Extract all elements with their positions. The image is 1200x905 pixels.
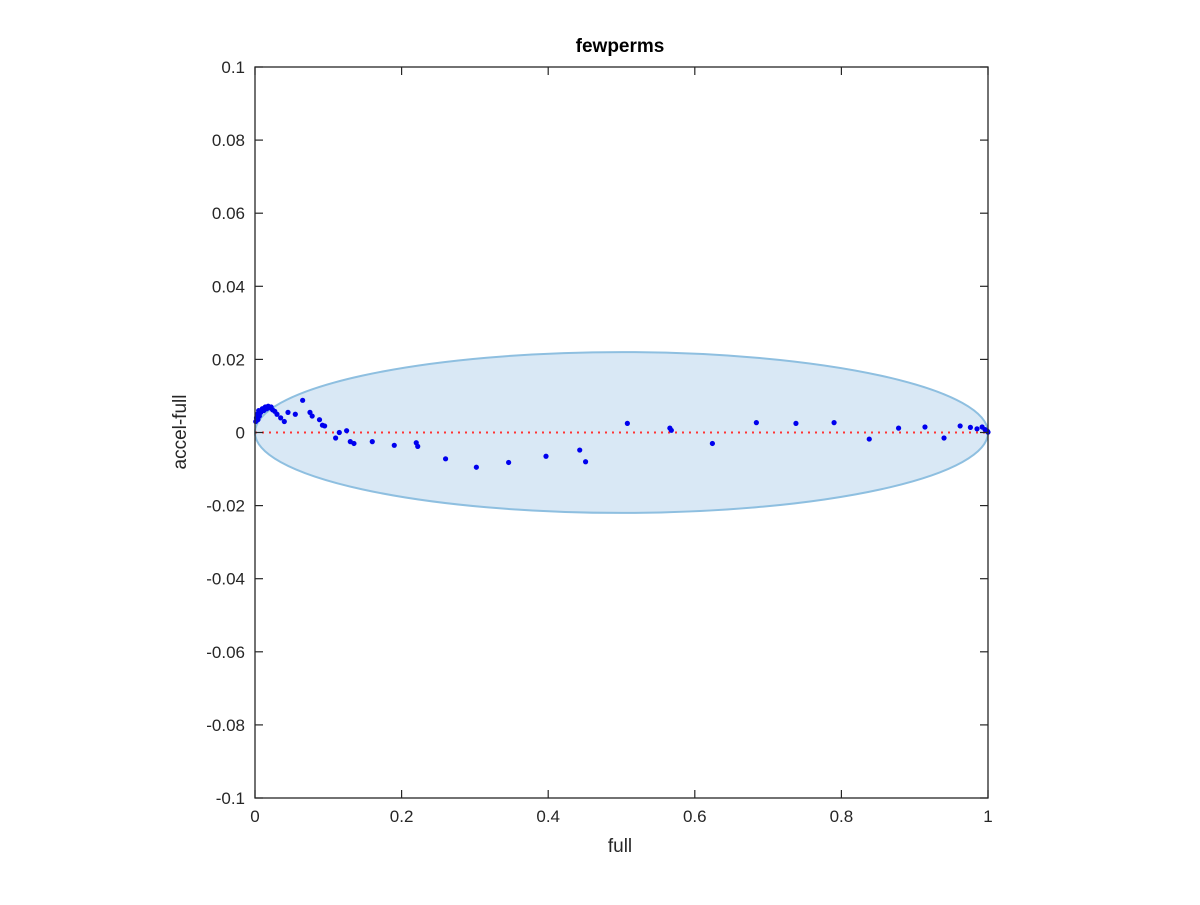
- y-tick-label: 0.1: [221, 58, 245, 77]
- points-layer: [253, 397, 991, 470]
- data-point: [442, 456, 449, 462]
- data-point: [957, 423, 963, 429]
- data-point: [753, 420, 759, 426]
- data-point: [391, 442, 397, 448]
- data-point: [322, 423, 328, 429]
- y-tick-label: 0.06: [212, 204, 245, 223]
- y-tick-label: 0.08: [212, 131, 245, 150]
- y-tick-label: -0.04: [206, 570, 245, 589]
- x-axis-label: full: [608, 836, 632, 857]
- y-tick-label: -0.06: [206, 643, 245, 662]
- data-point: [292, 411, 298, 417]
- data-point: [866, 436, 872, 442]
- data-point: [793, 420, 799, 426]
- data-point: [922, 424, 928, 430]
- data-point: [415, 443, 421, 449]
- data-point: [624, 420, 630, 426]
- data-point: [351, 440, 357, 447]
- data-point: [300, 397, 306, 403]
- data-point: [281, 418, 287, 425]
- x-tick-label: 0.6: [683, 807, 707, 826]
- data-point: [285, 409, 291, 415]
- data-point: [831, 420, 837, 426]
- y-tick-label: 0.04: [212, 277, 245, 296]
- data-point: [473, 464, 479, 470]
- data-point: [278, 415, 284, 421]
- data-point: [941, 435, 947, 441]
- x-tick-label: 0.2: [390, 807, 414, 826]
- ticks-layer: 0 0.2 0.4 0.6 0.8 1 0.1 0.08 0.06 0.04 0.02 0 -0.02 -…: [206, 58, 992, 826]
- chart-title: fewperms: [576, 36, 665, 57]
- data-point: [333, 435, 339, 441]
- y-tick-label: 0: [236, 424, 245, 443]
- data-point: [506, 459, 512, 466]
- data-point: [582, 459, 589, 465]
- data-point: [543, 453, 549, 459]
- data-point: [895, 425, 902, 431]
- x-tick-label: 0.4: [536, 807, 560, 826]
- data-point: [309, 413, 315, 419]
- y-tick-label: -0.1: [216, 789, 245, 808]
- data-point: [274, 411, 280, 417]
- data-point: [369, 439, 375, 445]
- data-point: [967, 424, 974, 430]
- data-point: [316, 417, 323, 423]
- data-point: [668, 427, 674, 433]
- data-point: [577, 447, 583, 453]
- y-tick-label: -0.08: [206, 716, 245, 735]
- data-point: [709, 440, 715, 447]
- y-tick-label: 0.02: [212, 350, 245, 369]
- x-tick-label: 0: [250, 807, 259, 826]
- data-point: [344, 428, 350, 434]
- y-tick-label: -0.02: [206, 497, 245, 516]
- data-point: [974, 426, 980, 432]
- data-point: [336, 429, 342, 436]
- y-axis-label: accel-full: [170, 395, 191, 470]
- x-tick-label: 1: [983, 807, 992, 826]
- x-tick-label: 0.8: [830, 807, 854, 826]
